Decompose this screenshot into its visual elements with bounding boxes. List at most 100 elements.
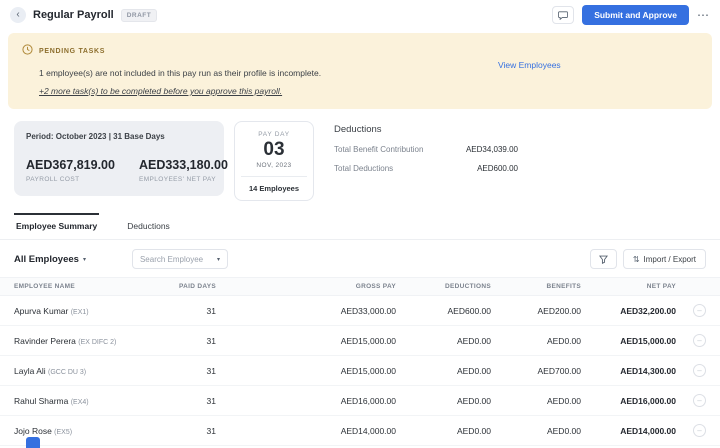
view-employees-link[interactable]: View Employees (498, 60, 561, 70)
row-actions-cell: – (676, 334, 706, 347)
employee-code: (EX5) (54, 428, 73, 436)
deductions-cell: AED0.00 (456, 395, 491, 406)
row-actions-cell: – (676, 394, 706, 407)
table-row: Ravinder Perera (EX DIFC 2) 31 AED15,000.0… (0, 326, 720, 356)
paid-days-cell: 31 (206, 365, 216, 376)
filter-funnel-icon (598, 252, 608, 267)
column-header-deductions: DEDUCTIONS (445, 283, 491, 290)
table-toolbar: All Employees ▾ ▾ ⇅ Import / Export (0, 240, 720, 277)
deductions-cell: AED0.00 (456, 425, 491, 436)
employee-code: (GCC DU 3) (48, 368, 87, 376)
column-header-paid-days: PAID DAYS (178, 283, 216, 290)
net-pay-cell: AED14,300.00 (620, 365, 676, 376)
search-employee-select[interactable]: ▾ (131, 249, 228, 269)
tab-bar: Employee Summary Deductions (0, 213, 720, 240)
chevron-down-icon: ▾ (216, 256, 220, 263)
table-row: Apurva Kumar (EX1) 31 AED33,000.00 AED600.0… (0, 296, 720, 326)
exclude-employee-button[interactable]: – (693, 334, 706, 347)
column-header-employee-name: EMPLOYEE NAME (14, 283, 75, 290)
paid-days-cell: 31 (206, 395, 216, 406)
net-pay-cell: AED14,000.00 (620, 425, 676, 436)
benefit-contribution-label: Total Benefit Contribution (334, 145, 424, 154)
employee-code: (EX DIFC 2) (78, 338, 117, 346)
all-employees-dropdown[interactable]: All Employees ▾ (14, 254, 86, 265)
more-tasks-link[interactable]: +2 more task(s) to be completed before y… (39, 86, 283, 96)
column-header-net-pay: NET PAY (646, 283, 676, 290)
employees-net-pay-value: AED333,180.00 (138, 158, 228, 172)
total-deductions-label: Total Deductions (334, 164, 394, 173)
payday-day: 03 (263, 139, 285, 160)
import-export-label: Import / Export (643, 254, 696, 264)
import-export-icon: ⇅ (632, 254, 640, 264)
benefit-contribution-value: AED34,039.00 (465, 145, 518, 154)
employee-name-cell: Jojo Rose (EX5) (14, 425, 73, 436)
tab-deductions[interactable]: Deductions (127, 221, 170, 231)
deductions-title: Deductions (334, 124, 382, 135)
employee-name-cell: Layla Ali (GCC DU 3) (14, 365, 87, 376)
employee-code: (EX4) (70, 398, 89, 406)
more-options-button[interactable]: ⋯ (697, 8, 710, 22)
header-actions: Submit and Approve ⋯ (552, 5, 710, 25)
payday-card: PAY DAY 03 NOV, 2023 14 Employees (234, 121, 314, 201)
minus-circle-icon: – (697, 365, 702, 375)
exclude-employee-button[interactable]: – (693, 394, 706, 407)
status-badge: DRAFT (120, 8, 158, 22)
import-export-button[interactable]: ⇅ Import / Export (622, 249, 706, 269)
exclude-employee-button[interactable]: – (693, 364, 706, 377)
net-pay-cell: AED15,000.00 (620, 335, 676, 346)
benefits-cell: AED0.00 (546, 395, 581, 406)
payroll-cost-label: PAYROLL COST (26, 176, 80, 183)
chat-widget-button[interactable] (26, 437, 40, 448)
comment-button[interactable] (552, 6, 575, 24)
table-row: Rahul Sharma (EX4) 31 AED16,000.00 AED0.00 A… (0, 386, 720, 416)
deductions-summary: Deductions Total Benefit Contribution AE… (334, 121, 518, 173)
pending-task-message: 1 employee(s) are not included in this p… (39, 68, 322, 78)
paid-days-cell: 31 (206, 335, 216, 346)
total-deductions-value: AED600.00 (477, 164, 518, 173)
deduction-summary-row: Total Deductions AED600.00 (334, 164, 518, 173)
gross-pay-cell: AED15,000.00 (340, 365, 396, 376)
exclude-employee-button[interactable]: – (693, 424, 706, 437)
banner-title: PENDING TASKS (39, 47, 106, 55)
benefits-cell: AED700.00 (537, 365, 581, 376)
table-body: Apurva Kumar (EX1) 31 AED33,000.00 AED600.0… (0, 296, 720, 446)
row-actions-cell: – (676, 304, 706, 317)
payroll-summary: Period: October 2023 | 31 Base Days AED3… (0, 109, 720, 201)
payday-employee-count: 14 Employees (248, 184, 300, 193)
payday-divider (241, 176, 307, 177)
period-card: Period: October 2023 | 31 Base Days AED3… (14, 121, 228, 196)
gross-pay-cell: AED14,000.00 (340, 425, 396, 436)
gross-pay-cell: AED15,000.00 (340, 335, 396, 346)
tab-employee-summary[interactable]: Employee Summary (14, 213, 100, 239)
deductions-cell: AED0.00 (456, 335, 491, 346)
minus-circle-icon: – (697, 395, 702, 405)
back-button[interactable]: ‹ (10, 7, 26, 23)
deductions-cell: AED0.00 (456, 365, 491, 376)
net-pay-cell: AED32,200.00 (620, 305, 676, 316)
payday-month: NOV, 2023 (256, 162, 292, 169)
submit-approve-button[interactable]: Submit and Approve (582, 5, 689, 25)
minus-circle-icon: – (697, 335, 702, 345)
minus-circle-icon: – (697, 425, 702, 435)
benefits-cell: AED200.00 (537, 305, 581, 316)
gross-pay-cell: AED16,000.00 (340, 395, 396, 406)
exclude-employee-button[interactable]: – (693, 304, 706, 317)
paid-days-cell: 31 (206, 305, 216, 316)
pending-tasks-banner: PENDING TASKS 1 employee(s) are not incl… (8, 33, 712, 109)
clock-icon (22, 42, 33, 60)
payday-label: PAY DAY (258, 131, 290, 138)
net-pay-group: AED333,180.00 EMPLOYEES' NET PAY (139, 158, 228, 183)
search-employee-input[interactable] (139, 254, 210, 264)
employee-name-cell: Rahul Sharma (EX4) (14, 395, 89, 406)
benefits-cell: AED0.00 (546, 425, 581, 436)
comment-icon (558, 8, 569, 23)
employees-net-pay-label: EMPLOYEES' NET PAY (138, 176, 217, 183)
filter-button[interactable] (589, 249, 617, 269)
back-chevron-icon: ‹ (16, 9, 20, 20)
top-header: ‹ Regular Payroll DRAFT Submit and Appro… (0, 0, 720, 30)
row-actions-cell: – (676, 424, 706, 437)
net-pay-cell: AED16,000.00 (620, 395, 676, 406)
payroll-cost-value: AED367,819.00 (26, 158, 115, 172)
employee-name-cell: Ravinder Perera (EX DIFC 2) (14, 335, 117, 346)
gross-pay-cell: AED33,000.00 (340, 305, 396, 316)
